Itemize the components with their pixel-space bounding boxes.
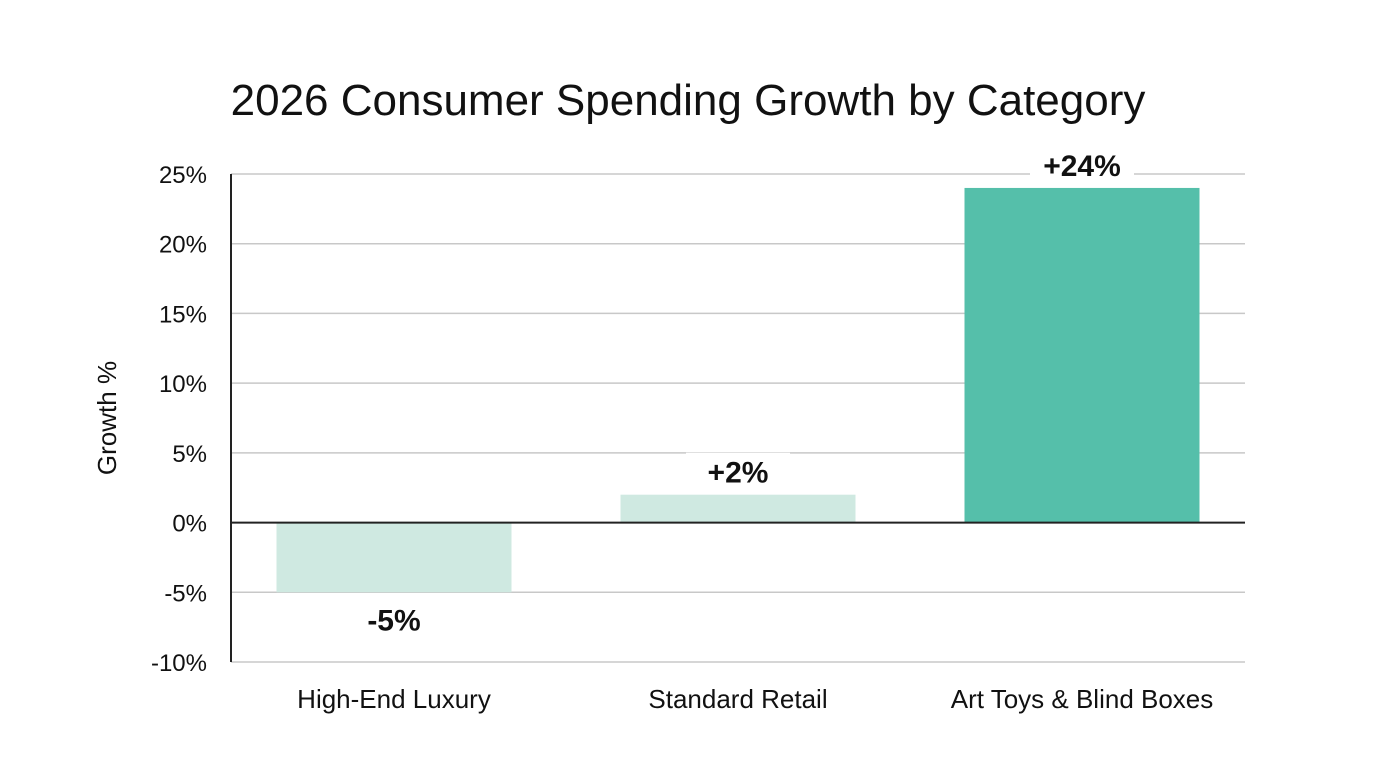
bar bbox=[964, 187, 1200, 523]
bar bbox=[620, 494, 856, 523]
data-label: -5% bbox=[367, 604, 420, 637]
data-label: +2% bbox=[708, 457, 769, 490]
x-tick-label: Standard Retail bbox=[648, 684, 827, 714]
data-labels: -5% +2% +24% bbox=[367, 145, 1134, 637]
x-tick-label: High-End Luxury bbox=[297, 684, 491, 714]
y-tick-label: 5% bbox=[172, 441, 207, 468]
chart-title: 2026 Consumer Spending Growth by Categor… bbox=[231, 76, 1146, 125]
y-tick-label: 15% bbox=[159, 301, 207, 328]
data-label: +24% bbox=[1043, 150, 1121, 183]
x-tick-labels: High-End Luxury Standard Retail Art Toys &… bbox=[297, 684, 1213, 714]
y-tick-label: 10% bbox=[159, 371, 207, 398]
y-tick-label: 25% bbox=[159, 162, 207, 189]
y-tick-label: -10% bbox=[151, 650, 207, 677]
axes bbox=[230, 174, 1245, 662]
y-axis-label: Growth % bbox=[92, 361, 122, 475]
y-tick-label: 20% bbox=[159, 232, 207, 259]
data-label-background bbox=[1030, 145, 1134, 182]
y-tick-label: -5% bbox=[164, 580, 207, 607]
bars bbox=[276, 187, 1200, 593]
data-label-background bbox=[686, 452, 790, 489]
x-tick-label: Art Toys & Blind Boxes bbox=[951, 684, 1214, 714]
y-tick-label: 0% bbox=[172, 511, 207, 538]
y-tick-labels: 25% 20% 15% 10% 5% 0% -5% -10% bbox=[151, 162, 207, 677]
bar bbox=[276, 522, 512, 593]
